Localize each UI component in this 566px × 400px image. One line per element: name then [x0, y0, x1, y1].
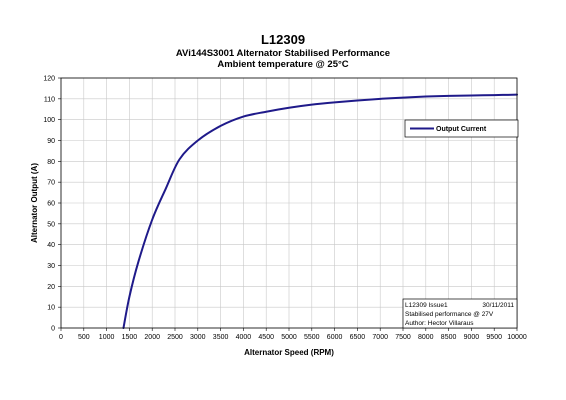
- x-tick-label: 2500: [167, 334, 183, 341]
- x-tick-label: 9500: [486, 334, 502, 341]
- y-tick-label: 70: [47, 180, 55, 187]
- x-tick-label: 7000: [372, 334, 388, 341]
- info-date: 30/11/2011: [482, 302, 514, 309]
- y-ticks: 0 10 20 30 40 50 60 70 80 90 100 110 120: [43, 76, 61, 333]
- x-tick-label: 4500: [258, 334, 274, 341]
- x-tick-label: 10000: [507, 334, 527, 341]
- x-tick-label: 9000: [464, 334, 480, 341]
- grid: [60, 77, 518, 329]
- y-tick-label: 20: [47, 284, 55, 291]
- y-tick-label: 30: [47, 263, 55, 270]
- x-tick-label: 3000: [190, 334, 206, 341]
- legend-box: [404, 119, 519, 138]
- y-tick-label: 60: [47, 201, 55, 208]
- info-box: L12309 Issue1 30/11/2011 Stabilised perf…: [402, 298, 518, 329]
- series-group: [122, 93, 518, 329]
- info-performance: Stabilised performance @ 27V: [405, 311, 494, 318]
- y-tick-label: 10: [47, 305, 55, 312]
- chart-title: L12309: [261, 32, 305, 47]
- chart-subtitle-ambient: Ambient temperature @ 25°C: [217, 59, 348, 70]
- x-tick-label: 500: [78, 334, 90, 341]
- y-tick-label: 40: [47, 242, 55, 249]
- legend: Output Current: [404, 119, 519, 138]
- x-tick-label: 0: [59, 334, 63, 341]
- series-line-output-current: [122, 93, 518, 329]
- x-tick-label: 1000: [99, 334, 115, 341]
- x-ticks: 0 500 1000 1500 2000 2500 3000 3500 4000 4500 5000…: [59, 328, 527, 341]
- info-author: Author: Hector Villaraus: [405, 320, 474, 327]
- x-tick-label: 6500: [350, 334, 366, 341]
- y-axis-label: Alternator Output (A): [30, 163, 39, 243]
- x-tick-label: 5500: [304, 334, 320, 341]
- legend-label: Output Current: [436, 126, 487, 133]
- x-tick-label: 8500: [441, 334, 457, 341]
- y-tick-label: 100: [43, 117, 55, 124]
- y-tick-label: 90: [47, 138, 55, 145]
- info-issue: L12309 Issue1: [405, 302, 448, 309]
- x-tick-label: 1500: [122, 334, 138, 341]
- x-tick-label: 6000: [327, 334, 343, 341]
- y-tick-label: 80: [47, 159, 55, 166]
- y-tick-label: 0: [51, 326, 55, 333]
- plot-border: [60, 77, 518, 329]
- x-tick-label: 2000: [144, 334, 160, 341]
- y-tick-label: 120: [43, 76, 55, 83]
- x-tick-label: 7500: [395, 334, 411, 341]
- x-tick-label: 8000: [418, 334, 434, 341]
- x-tick-label: 5000: [281, 334, 297, 341]
- y-tick-label: 50: [47, 221, 55, 228]
- x-axis-label: Alternator Speed (RPM): [244, 348, 334, 357]
- info-box-frame: [402, 298, 518, 329]
- x-tick-label: 4000: [236, 334, 252, 341]
- x-tick-label: 3500: [213, 334, 229, 341]
- chart-subtitle: AVi144S3001 Alternator Stabilised Perfor…: [176, 48, 390, 59]
- y-tick-label: 110: [44, 96, 55, 103]
